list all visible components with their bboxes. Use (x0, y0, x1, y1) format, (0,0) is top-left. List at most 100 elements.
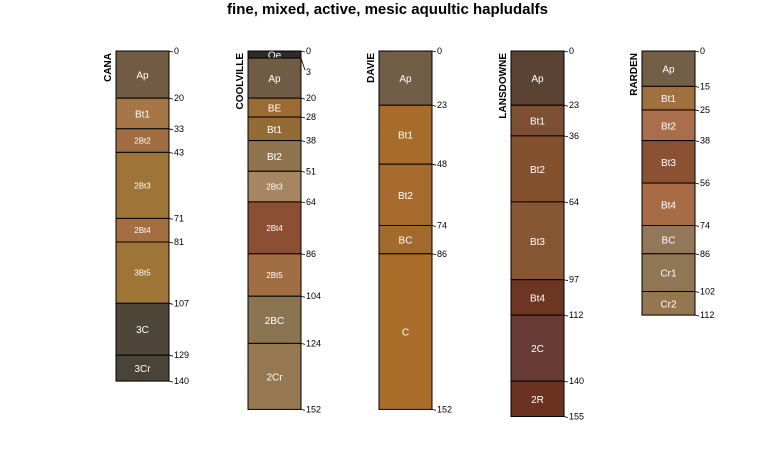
depth-tick-line (431, 225, 437, 227)
depth-label: 20 (174, 93, 184, 103)
depth-label: 38 (700, 136, 710, 146)
soil-profile-lansdowne: Ap Bt1 Bt2 Bt3 Bt4 2C 2R 0 23 36 64 97 112 140 155 LANS… (498, 46, 584, 421)
horizon-c (378, 253, 433, 410)
profile-name: LANSDOWNE (498, 53, 509, 119)
depth-tick-line (431, 253, 437, 256)
horizon-label: Cr1 (660, 269, 677, 280)
depth-tick-line (168, 302, 174, 305)
horizon-label: Bt1 (135, 109, 150, 120)
depth-tick-line (431, 163, 437, 166)
depth-label: 104 (306, 291, 321, 301)
depth-label: 0 (569, 46, 574, 56)
depth-label: 0 (174, 46, 179, 56)
horizon-label: Bt1 (530, 117, 545, 128)
horizon-label: Ap (531, 74, 544, 85)
horizon-label: Ap (268, 74, 281, 85)
horizon-ap (510, 50, 565, 106)
horizon-bt2 (378, 163, 433, 226)
horizon-3c (115, 302, 170, 356)
depth-label: 71 (174, 213, 184, 223)
depth-label: 81 (174, 237, 184, 247)
horizon-ap (115, 50, 170, 99)
horizon-2bt5 (247, 253, 302, 297)
horizon-bc (378, 224, 433, 255)
depth-label: 0 (700, 46, 705, 56)
depth-label: 28 (306, 112, 316, 122)
depth-label: 112 (569, 310, 583, 320)
soil-profile-rarden: Ap Bt1 Bt2 Bt3 Bt4 BC Cr1 Cr2 0 15 25 38 56 74 86 102 11… (629, 46, 715, 320)
profile-name: COOLVILLE (235, 53, 246, 110)
depth-tick-line (300, 343, 306, 345)
soil-profile-coolville: Oe Ap BE Bt1 Bt2 2Bt3 2Bt4 2Bt5 2BC 2Cr 0 3 20 28 38 51… (235, 46, 321, 414)
depth-tick-line (694, 182, 700, 185)
horizon-ap (378, 50, 433, 106)
depth-label: 0 (437, 46, 442, 56)
horizon-2bt3 (247, 170, 302, 203)
horizon-2r (510, 380, 565, 417)
horizon-label: 2Bt4 (266, 224, 283, 233)
horizon-label: 2Bt5 (266, 271, 283, 280)
depth-tick-line (563, 380, 569, 383)
horizon-bt3 (641, 140, 696, 184)
depth-tick-line (300, 253, 306, 256)
depth-label: 33 (174, 124, 184, 134)
depth-tick-line (694, 253, 700, 256)
horizon-label: Ap (136, 71, 149, 82)
horizon-3cr (115, 354, 170, 382)
depth-label: 64 (569, 197, 579, 207)
depth-tick-line (300, 140, 306, 142)
depth-label: 15 (700, 81, 710, 91)
horizon-label: 2Cr (266, 372, 283, 383)
depth-tick-line (300, 97, 306, 100)
horizon-label: 3Cr (134, 364, 151, 375)
depth-tick-line (168, 128, 174, 131)
horizon-2cr (247, 342, 302, 410)
horizon-label: Bt1 (267, 125, 282, 136)
depth-label: 0 (306, 46, 311, 56)
soil-profile-cana: Ap Bt1 2Bt2 2Bt3 2Bt4 3Bt5 3C 3Cr 0 20 33 43 71 81 107… (103, 46, 189, 386)
depth-label: 86 (306, 249, 316, 259)
depth-tick-line (168, 218, 174, 220)
horizon-label: Bt2 (530, 165, 545, 176)
chart-title: fine, mixed, active, mesic aquultic hapl… (227, 1, 548, 18)
depth-tick-line (694, 291, 700, 293)
horizon-label: Ap (399, 74, 412, 85)
depth-label: 140 (174, 376, 189, 386)
horizon-label: Bt4 (661, 200, 676, 211)
horizon-label: 2BC (265, 316, 284, 327)
horizon-label: 2C (531, 344, 544, 355)
depth-label: 43 (174, 147, 184, 157)
depth-tick-line (563, 104, 569, 107)
horizon-label: Ap (662, 65, 675, 76)
depth-label: 107 (174, 298, 189, 308)
horizon-label: Bt3 (530, 237, 545, 248)
horizon-label: 3C (136, 325, 149, 336)
depth-tick-line (300, 57, 306, 71)
depth-tick-line (168, 380, 174, 383)
depth-label: 152 (306, 404, 321, 414)
depth-label: 23 (437, 100, 447, 110)
horizon-bt2 (510, 135, 565, 203)
depth-label: 86 (700, 249, 710, 259)
depth-label: 56 (700, 178, 710, 188)
horizon-label: 2Bt3 (266, 183, 283, 192)
depth-tick-line (300, 409, 306, 411)
depth-tick-line (300, 170, 306, 173)
depth-label: 23 (569, 100, 579, 110)
horizon-cr1 (641, 253, 696, 293)
depth-tick-line (694, 50, 700, 53)
horizon-label: Bt4 (530, 293, 545, 304)
horizon-2bc (247, 295, 302, 344)
profile-name: CANA (103, 53, 114, 82)
depth-tick-line (694, 225, 700, 227)
depth-label: 51 (306, 166, 316, 176)
horizon-label: 2Bt2 (134, 137, 151, 146)
depth-tick-line (563, 50, 569, 53)
horizon-label: Bt2 (661, 121, 676, 132)
depth-label: 48 (437, 159, 447, 169)
horizon-label: Bt2 (267, 152, 282, 163)
depth-tick-line (694, 140, 700, 142)
horizon-label: Bt2 (398, 191, 413, 202)
horizon-bt1 (378, 104, 433, 165)
